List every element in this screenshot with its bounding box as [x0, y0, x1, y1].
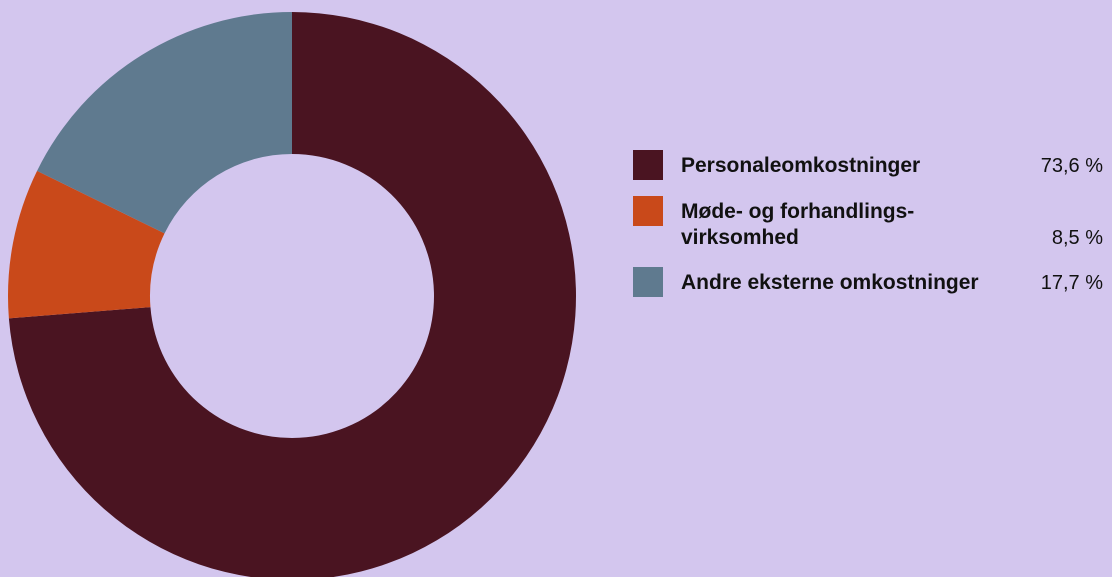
legend-value: 73,6 % — [1040, 155, 1103, 177]
legend-item-personaleomkostninger: Personaleomkostninger 73,6 % — [633, 150, 1103, 180]
legend-item-mode-og-forhandlingsvirksomhed: Møde- og forhandlings- virksomhed 8,5 % — [633, 196, 1103, 251]
legend-swatch — [633, 150, 663, 180]
legend-swatch — [633, 196, 663, 226]
legend-label: Møde- og forhandlings- virksomhed — [681, 200, 915, 249]
legend-label: Andre eksterne omkostninger — [681, 271, 979, 294]
donut-chart — [8, 12, 576, 577]
legend-label: Personaleomkostninger — [681, 154, 921, 177]
legend-value: 17,7 % — [1040, 272, 1103, 294]
donut-slice-1 — [8, 12, 576, 577]
legend-item-andre-eksterne-omkostninger: Andre eksterne omkostninger 17,7 % — [633, 267, 1103, 297]
donut-slice-3 — [37, 12, 292, 234]
donut-slice-2 — [8, 170, 165, 319]
legend-swatch — [633, 267, 663, 297]
legend-value: 8,5 % — [1051, 227, 1103, 249]
chart-legend: Personaleomkostninger 73,6 % Møde- og fo… — [633, 150, 1103, 313]
